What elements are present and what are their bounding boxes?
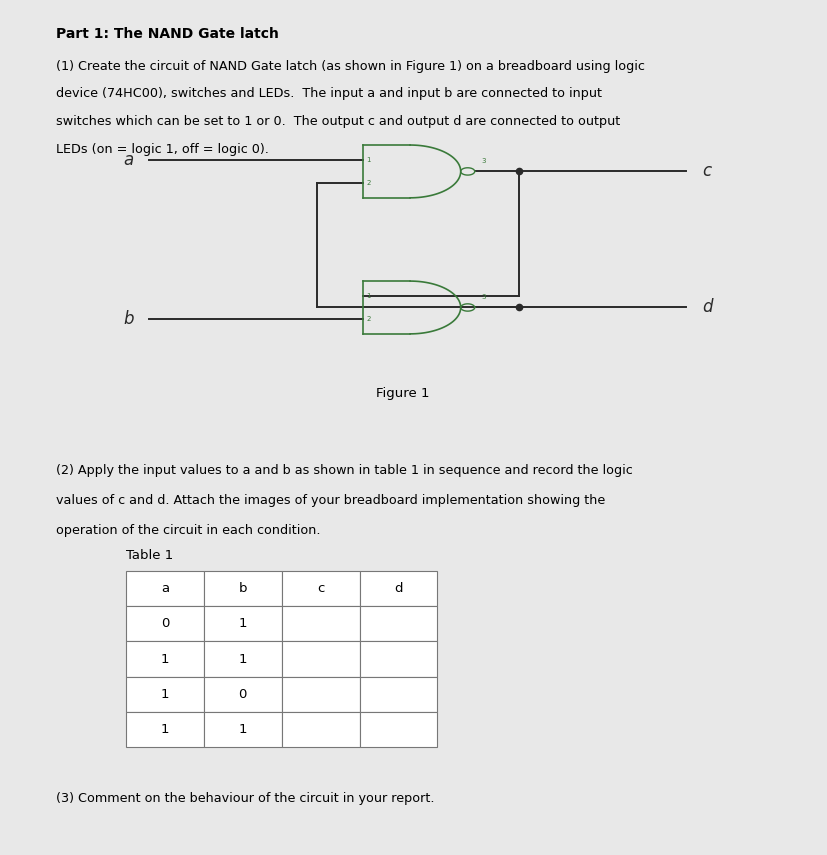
FancyBboxPatch shape — [126, 641, 203, 677]
Text: device (74HC00), switches and LEDs.  The input a and input b are connected to in: device (74HC00), switches and LEDs. The … — [56, 87, 601, 100]
FancyBboxPatch shape — [126, 712, 203, 747]
Text: a: a — [160, 582, 169, 595]
Text: 1: 1 — [366, 293, 370, 299]
Text: operation of the circuit in each condition.: operation of the circuit in each conditi… — [56, 524, 320, 538]
Text: (3) Comment on the behaviour of the circuit in your report.: (3) Comment on the behaviour of the circ… — [56, 792, 434, 805]
Text: (1) Create the circuit of NAND Gate latch (as shown in Figure 1) on a breadboard: (1) Create the circuit of NAND Gate latc… — [56, 60, 644, 73]
Text: LEDs (on = logic 1, off = logic 0).: LEDs (on = logic 1, off = logic 0). — [56, 143, 269, 156]
Text: c: c — [317, 582, 324, 595]
FancyBboxPatch shape — [281, 641, 359, 677]
Text: 2: 2 — [366, 316, 370, 322]
Text: (2) Apply the input values to a and b as shown in table 1 in sequence and record: (2) Apply the input values to a and b as… — [56, 464, 632, 477]
Text: 3: 3 — [480, 158, 485, 164]
FancyBboxPatch shape — [281, 570, 359, 606]
FancyBboxPatch shape — [203, 677, 281, 712]
Text: 0: 0 — [238, 688, 246, 701]
FancyBboxPatch shape — [126, 606, 203, 641]
Text: 1: 1 — [160, 688, 169, 701]
FancyBboxPatch shape — [359, 677, 437, 712]
Text: Figure 1: Figure 1 — [375, 386, 428, 399]
FancyBboxPatch shape — [203, 570, 281, 606]
Text: b: b — [238, 582, 246, 595]
Text: 3: 3 — [480, 294, 485, 300]
Text: switches which can be set to 1 or 0.  The output c and output d are connected to: switches which can be set to 1 or 0. The… — [56, 115, 619, 128]
FancyBboxPatch shape — [126, 677, 203, 712]
Text: 1: 1 — [238, 723, 246, 736]
FancyBboxPatch shape — [359, 712, 437, 747]
FancyBboxPatch shape — [126, 570, 203, 606]
FancyBboxPatch shape — [359, 570, 437, 606]
Text: a: a — [123, 150, 134, 168]
FancyBboxPatch shape — [359, 606, 437, 641]
FancyBboxPatch shape — [359, 641, 437, 677]
Text: 1: 1 — [160, 652, 169, 665]
Text: d: d — [701, 298, 711, 316]
Text: Table 1: Table 1 — [126, 549, 173, 562]
FancyBboxPatch shape — [281, 606, 359, 641]
Text: b: b — [123, 310, 134, 328]
FancyBboxPatch shape — [281, 712, 359, 747]
FancyBboxPatch shape — [203, 641, 281, 677]
FancyBboxPatch shape — [203, 712, 281, 747]
Text: 1: 1 — [366, 156, 370, 162]
FancyBboxPatch shape — [203, 606, 281, 641]
Text: d: d — [394, 582, 402, 595]
Text: 1: 1 — [238, 617, 246, 630]
Text: 0: 0 — [160, 617, 169, 630]
Text: 1: 1 — [160, 723, 169, 736]
Text: Part 1: The NAND Gate latch: Part 1: The NAND Gate latch — [56, 27, 279, 41]
Text: c: c — [701, 162, 710, 180]
Text: values of c and d. Attach the images of your breadboard implementation showing t: values of c and d. Attach the images of … — [56, 494, 605, 507]
FancyBboxPatch shape — [281, 677, 359, 712]
Text: 2: 2 — [366, 180, 370, 186]
Text: 1: 1 — [238, 652, 246, 665]
